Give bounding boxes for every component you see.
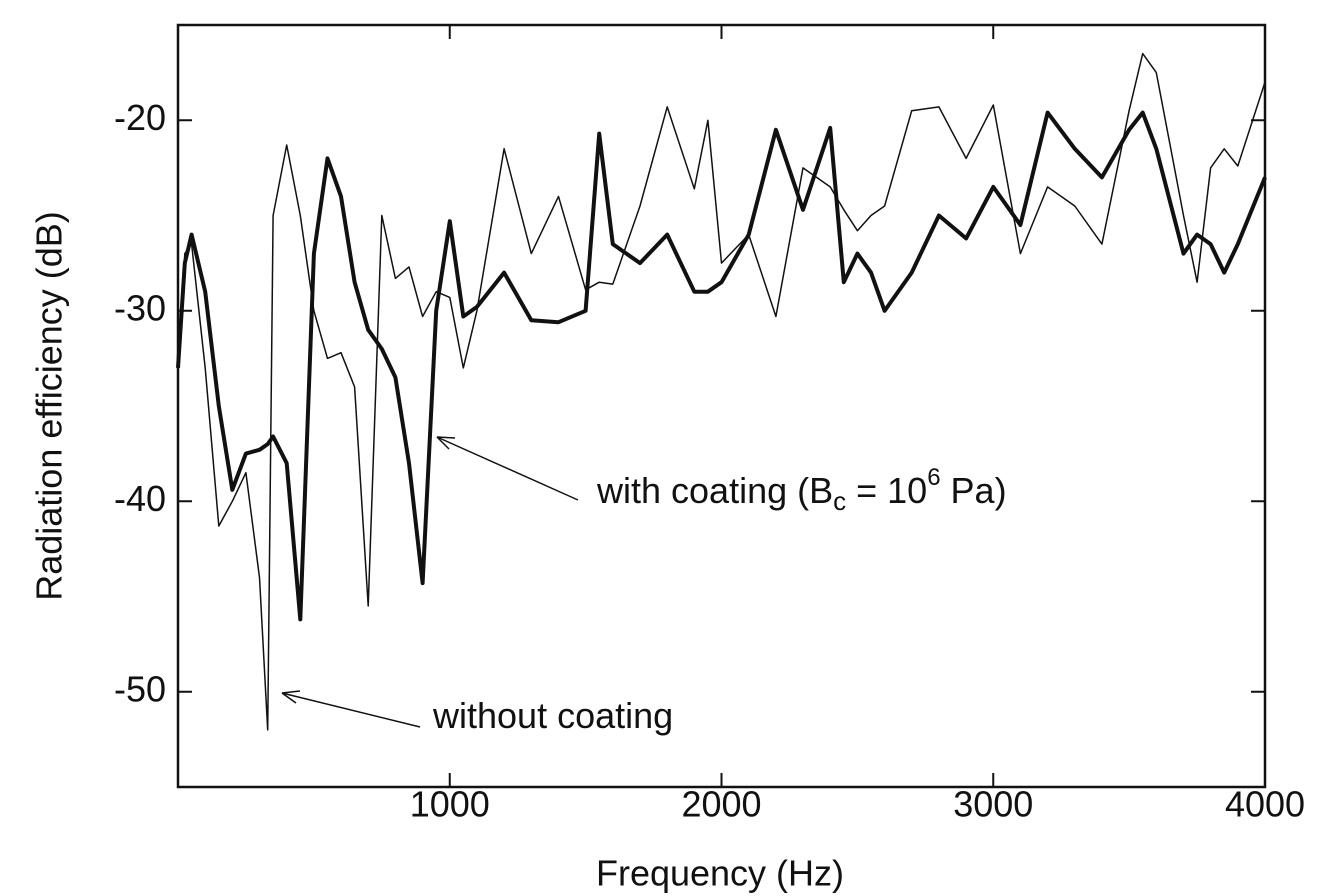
- y-tick-label: -30: [114, 287, 166, 328]
- x-tick-label: 2000: [681, 784, 761, 825]
- arrow: [281, 690, 421, 728]
- annotation-text: with coating (B: [596, 470, 833, 511]
- x-tick-label: 4000: [1225, 784, 1305, 825]
- y-tick-label: -20: [114, 97, 166, 138]
- y-tick-label: -50: [114, 668, 166, 709]
- annotation-text: 6: [927, 464, 940, 491]
- plot-frame: [176, 23, 1267, 789]
- annotation-text: without coating: [432, 695, 673, 736]
- annotation-text: c: [833, 486, 846, 516]
- series-line: [176, 110, 1267, 622]
- arrow: [436, 436, 579, 501]
- annotation-text: = 10: [846, 470, 927, 511]
- x-tick-label: 1000: [410, 784, 490, 825]
- annotation: without coating: [432, 695, 673, 736]
- y-axis-label: Radiation efficiency (dB): [29, 211, 70, 601]
- x-tick-label: 3000: [953, 784, 1033, 825]
- annotation-text: Pa): [941, 470, 1007, 511]
- y-tick-label: -40: [114, 478, 166, 519]
- annotation: with coating (Bc = 106 Pa): [596, 464, 1007, 516]
- x-axis-label: Frequency (Hz): [596, 853, 844, 894]
- series-line: [177, 52, 1266, 731]
